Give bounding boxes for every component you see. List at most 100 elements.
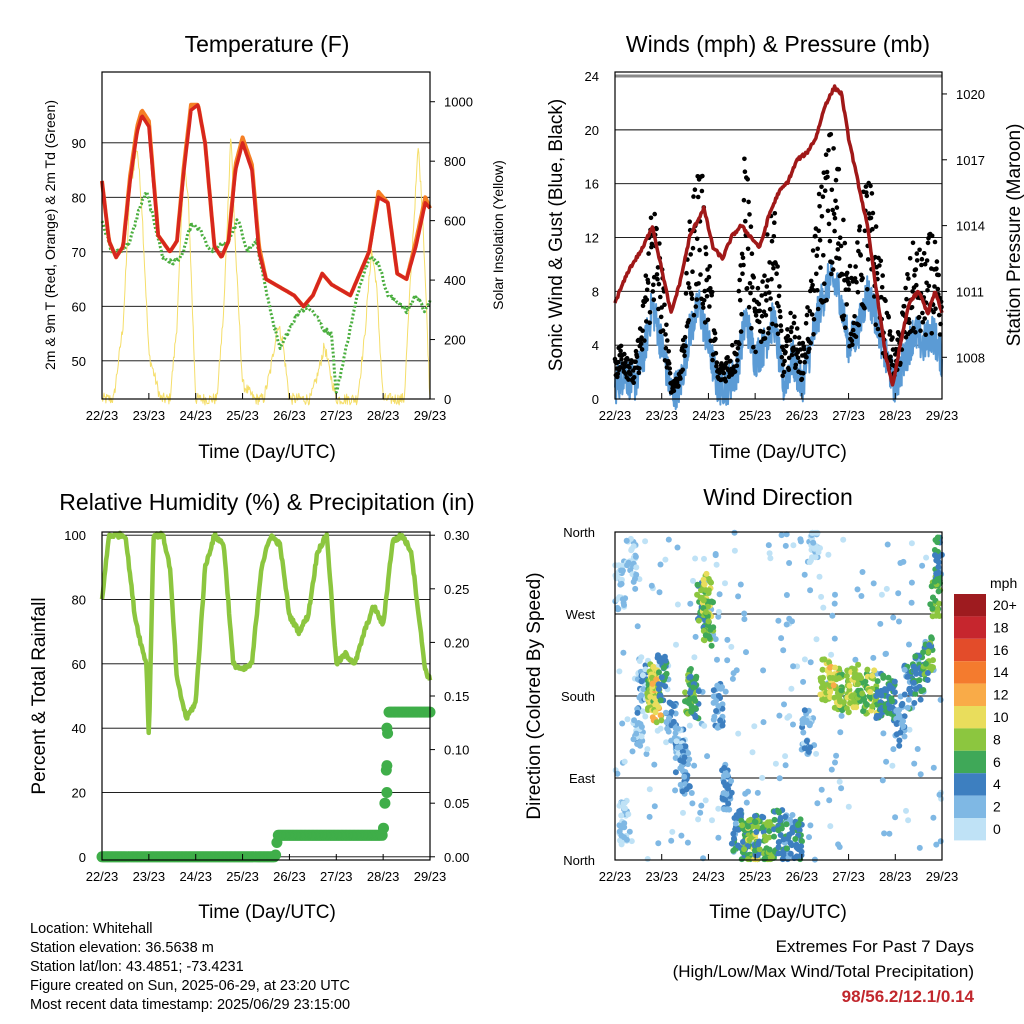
direction-point <box>715 613 722 620</box>
y-right-tick-label: 0.00 <box>444 850 469 865</box>
direction-point <box>818 684 825 691</box>
direction-point <box>687 600 694 607</box>
direction-point <box>618 812 625 819</box>
station-latlon: Station lat/lon: 43.4851; -73.4231 <box>30 959 244 975</box>
gust-point <box>807 308 813 314</box>
direction-point <box>803 738 810 744</box>
gust-point <box>811 332 816 337</box>
direction-point <box>741 610 748 617</box>
direction-point <box>616 822 623 829</box>
direction-point <box>753 829 760 835</box>
gust-point <box>647 320 652 326</box>
temperature-gridlines <box>102 142 430 362</box>
gust-point <box>701 305 706 310</box>
direction-point <box>686 783 693 790</box>
direction-point <box>818 593 825 600</box>
gust-point <box>642 338 647 343</box>
direction-point <box>776 817 783 824</box>
direction-point <box>684 839 691 846</box>
gust-point <box>725 355 730 360</box>
gust-point <box>830 267 836 272</box>
direction-point <box>628 547 635 554</box>
direction-point <box>786 560 793 566</box>
direction-point <box>934 606 941 612</box>
direction-point <box>928 583 935 590</box>
y-right-tick-label: 1011 <box>956 284 984 299</box>
winds-y-label: Sonic Wind & Gust (Blue, Black) <box>546 99 567 371</box>
direction-point <box>926 642 933 648</box>
direction-point <box>633 730 640 737</box>
precip-point <box>381 722 393 734</box>
gust-point <box>855 240 860 245</box>
direction-point <box>767 555 774 562</box>
direction-point <box>702 797 709 804</box>
y-tick-label: 50 <box>72 354 86 369</box>
gust-point <box>857 224 863 229</box>
direction-point <box>740 838 746 845</box>
y-right-tick-label: 1000 <box>444 95 473 110</box>
gust-point <box>750 285 755 290</box>
direction-point <box>735 730 742 737</box>
gust-point <box>874 270 880 276</box>
direction-point <box>798 843 805 850</box>
gust-point <box>760 329 766 335</box>
humidity-title: Relative Humidity (%) & Precipitation (i… <box>59 489 474 515</box>
direction-point <box>625 811 632 818</box>
direction-point <box>838 712 845 719</box>
gust-point <box>850 342 855 348</box>
gust-point <box>864 190 869 195</box>
gust-point <box>870 210 876 216</box>
direction-point <box>662 556 669 563</box>
direction-point <box>687 689 694 696</box>
gust-point <box>877 263 882 268</box>
gust-point <box>780 362 786 367</box>
direction-point <box>657 725 664 732</box>
direction-point <box>825 551 832 558</box>
direction-point <box>638 737 645 744</box>
gust-point <box>826 148 831 153</box>
y-right-tick-label: 0 <box>444 392 451 407</box>
direction-point <box>901 666 908 673</box>
gust-point <box>937 332 943 337</box>
y-right-tick-label: 0.30 <box>444 528 469 543</box>
legend-label: 14 <box>993 664 1009 680</box>
gust-point <box>744 286 750 291</box>
gust-point <box>925 240 931 246</box>
direction-point <box>892 814 899 821</box>
gust-point <box>819 214 825 219</box>
gust-point <box>811 317 817 322</box>
direction-point <box>930 814 937 821</box>
gust-point <box>663 332 668 337</box>
direction-point <box>692 705 699 712</box>
direction-point <box>710 624 717 631</box>
gust-point <box>832 228 837 234</box>
gust-point <box>701 298 707 303</box>
gust-point <box>688 252 693 257</box>
gust-point <box>753 313 759 318</box>
winds-title: Winds (mph) & Pressure (mb) <box>626 31 930 57</box>
gust-point <box>633 359 638 365</box>
gust-point <box>807 346 812 352</box>
y-tick-label: 12 <box>585 231 599 246</box>
direction-point <box>787 850 794 857</box>
direction-point <box>672 755 679 761</box>
direction-point <box>715 608 722 615</box>
gust-point <box>776 293 782 299</box>
gust-point <box>835 247 841 252</box>
gust-point <box>710 357 715 363</box>
gust-point <box>823 152 829 157</box>
direction-point <box>820 604 827 611</box>
direction-point <box>765 542 772 549</box>
direction-point <box>783 845 790 852</box>
gust-point <box>936 312 942 318</box>
direction-point <box>801 745 808 752</box>
direction-point <box>692 714 699 721</box>
gust-point <box>774 271 779 277</box>
direction-point <box>799 717 806 723</box>
direction-point <box>735 842 741 849</box>
gust-point <box>735 346 741 351</box>
direction-point <box>639 672 646 679</box>
direction-point <box>779 856 786 863</box>
gust-point <box>793 362 799 368</box>
gust-point <box>868 183 873 189</box>
